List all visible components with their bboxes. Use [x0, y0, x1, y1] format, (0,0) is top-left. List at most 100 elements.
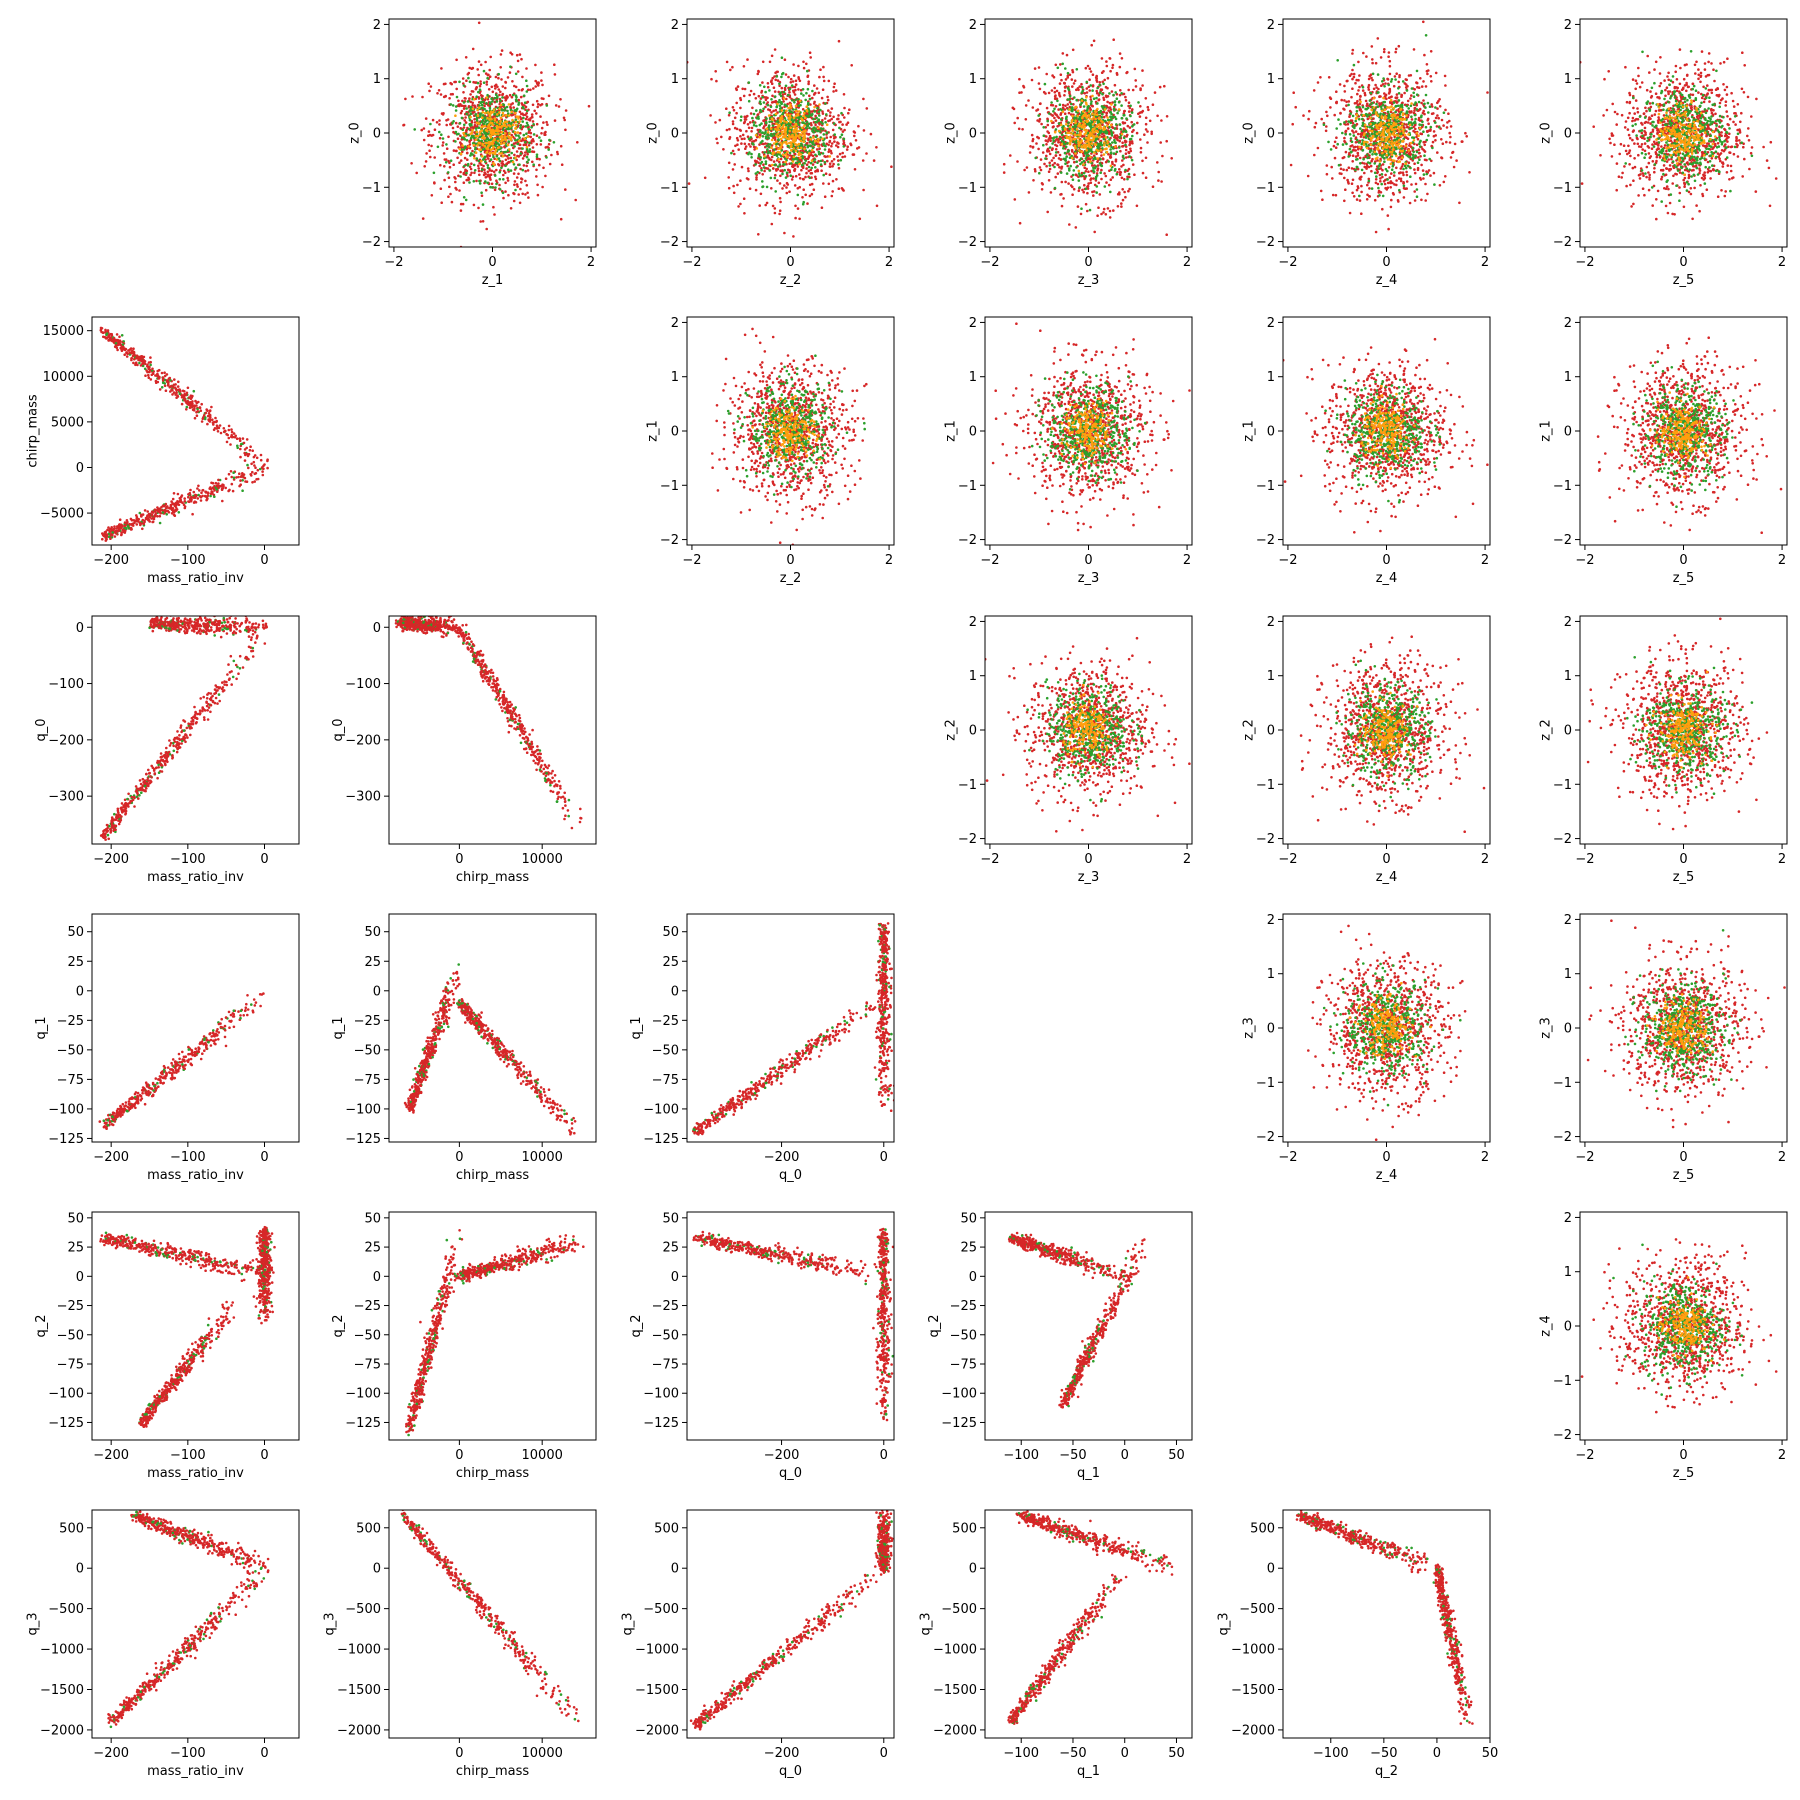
data-point: [842, 137, 846, 141]
data-point: [811, 96, 814, 100]
data-point: [1111, 176, 1114, 179]
data-point: [535, 134, 539, 137]
data-point: [1068, 100, 1072, 104]
data-point: [502, 103, 506, 107]
data-point: [1068, 73, 1072, 77]
data-point: [507, 114, 511, 117]
data-point: [544, 133, 547, 136]
data-point: [1420, 163, 1423, 167]
data-point: [483, 107, 486, 111]
data-point: [781, 132, 784, 136]
data-point: [1116, 111, 1119, 115]
data-point: [799, 156, 802, 160]
data-point: [470, 123, 473, 127]
data-point: [1064, 162, 1067, 165]
data-point: [1080, 134, 1084, 138]
data-point: [805, 62, 808, 66]
data-point: [778, 182, 782, 185]
data-point: [1068, 223, 1071, 226]
data-point: [814, 135, 818, 138]
data-point: [775, 154, 779, 157]
data-point: [491, 123, 495, 127]
data-point: [817, 144, 820, 148]
data-point: [525, 164, 528, 168]
data-point: [792, 150, 796, 154]
data-point: [1128, 137, 1132, 141]
data-point: [489, 138, 493, 141]
data-point: [490, 85, 494, 89]
data-point: [474, 267, 477, 270]
data-point: [814, 139, 817, 143]
data-point: [714, 70, 717, 73]
data-point: [522, 143, 526, 147]
data-point: [775, 75, 779, 78]
data-point: [794, 83, 798, 86]
data-point: [778, 84, 781, 88]
data-point: [514, 156, 517, 159]
data-point: [1115, 137, 1118, 140]
data-point: [778, 92, 782, 96]
data-point: [1102, 207, 1106, 211]
data-point: [1141, 69, 1144, 72]
data-point: [515, 150, 519, 153]
data-point: [757, 156, 760, 160]
data-point: [469, 136, 473, 140]
data-point: [1092, 194, 1095, 197]
data-point: [1150, 130, 1153, 134]
data-point: [801, 108, 805, 111]
data-point: [498, 183, 501, 187]
data-point: [471, 47, 475, 51]
data-point: [1092, 157, 1096, 161]
data-point: [1358, 74, 1361, 77]
data-point: [789, 103, 792, 106]
data-point: [425, 152, 428, 155]
data-point: [1120, 205, 1123, 208]
data-point: [1064, 180, 1067, 184]
data-point: [757, 70, 760, 74]
data-point: [1091, 89, 1094, 92]
data-point: [1103, 130, 1106, 133]
data-point: [521, 192, 524, 196]
data-point: [799, 146, 803, 150]
data-point: [1102, 70, 1105, 73]
data-point: [1016, 160, 1019, 163]
data-point: [1085, 87, 1089, 90]
data-point: [501, 160, 504, 163]
data-point: [1035, 109, 1038, 112]
data-point: [490, 118, 493, 121]
data-point: [1114, 145, 1117, 148]
data-point: [1346, 127, 1350, 130]
data-point: [1124, 168, 1127, 172]
data-point: [1105, 181, 1108, 184]
data-point: [825, 123, 829, 126]
data-point: [801, 163, 804, 167]
data-point: [765, 185, 769, 189]
data-point: [440, 133, 443, 136]
data-point: [802, 94, 805, 97]
data-point: [1068, 153, 1071, 156]
data-point: [781, 72, 784, 76]
data-point: [1115, 97, 1119, 100]
data-point: [452, 130, 455, 134]
data-point: [756, 170, 759, 174]
data-point: [489, 121, 492, 124]
data-point: [783, 168, 786, 172]
y-tick-label: −1: [362, 181, 381, 196]
data-point: [828, 139, 832, 143]
data-point: [739, 96, 742, 100]
data-point: [740, 137, 744, 141]
data-point: [526, 191, 529, 195]
data-point: [478, 182, 482, 185]
data-point: [502, 169, 506, 173]
data-point: [1110, 90, 1114, 93]
data-point: [465, 169, 469, 173]
data-point: [1075, 160, 1078, 163]
data-point: [468, 109, 472, 113]
data-point: [744, 147, 747, 150]
data-point: [478, 148, 481, 151]
data-point: [1082, 120, 1085, 124]
data-point: [1045, 106, 1049, 110]
data-point: [1061, 62, 1064, 66]
data-point: [1115, 172, 1119, 176]
data-point: [535, 143, 539, 146]
